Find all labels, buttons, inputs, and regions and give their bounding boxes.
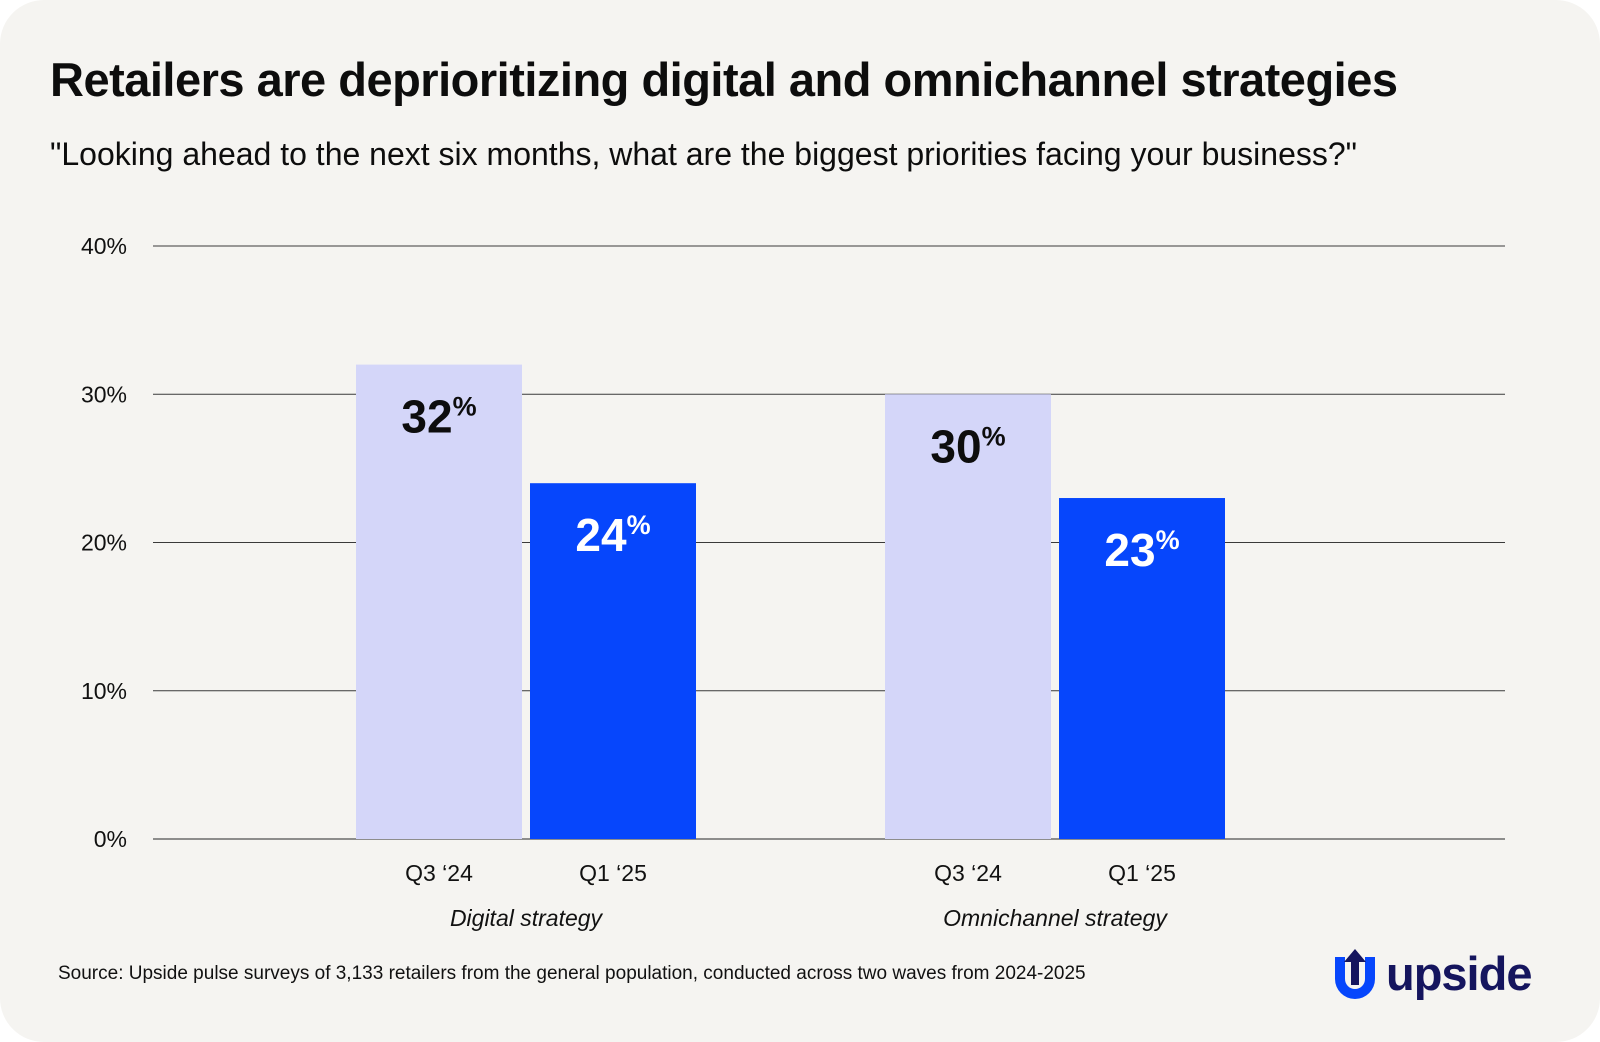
x-tick-label: Q1 ‘25	[1108, 860, 1176, 886]
chart-subtitle: "Looking ahead to the next six months, w…	[50, 136, 1358, 172]
upside-logo: upside	[1330, 946, 1532, 1004]
y-tick-label: 40%	[81, 233, 127, 259]
x-tick-label: Q1 ‘25	[579, 860, 647, 886]
y-tick-label: 30%	[81, 381, 127, 407]
bar-value-label: 30%	[930, 420, 1005, 472]
bar-value-label: 23%	[1104, 524, 1179, 576]
bar	[356, 364, 522, 839]
bar-value-label: 24%	[575, 509, 650, 561]
source-note: Source: Upside pulse surveys of 3,133 re…	[58, 963, 1086, 984]
y-tick-label: 20%	[81, 530, 127, 556]
upside-logo-mark-icon	[1335, 949, 1375, 999]
x-tick-label: Q3 ‘24	[934, 860, 1002, 886]
y-tick-label: 0%	[94, 826, 127, 852]
upside-logo-text: upside	[1386, 946, 1532, 1000]
category-label: Digital strategy	[450, 905, 604, 931]
bar	[530, 483, 696, 839]
x-tick-label: Q3 ‘24	[405, 860, 473, 886]
bar-value-label: 32%	[401, 391, 476, 443]
bar	[1059, 498, 1225, 839]
category-label: Omnichannel strategy	[943, 905, 1168, 931]
chart-title: Retailers are deprioritizing digital and…	[50, 53, 1398, 106]
bar	[885, 394, 1051, 839]
y-tick-label: 10%	[81, 678, 127, 704]
bar-chart: 0% 10% 20% 30% 40% 32% Q3 ‘24 24% Q1 ‘25 Digital …	[81, 233, 1505, 931]
